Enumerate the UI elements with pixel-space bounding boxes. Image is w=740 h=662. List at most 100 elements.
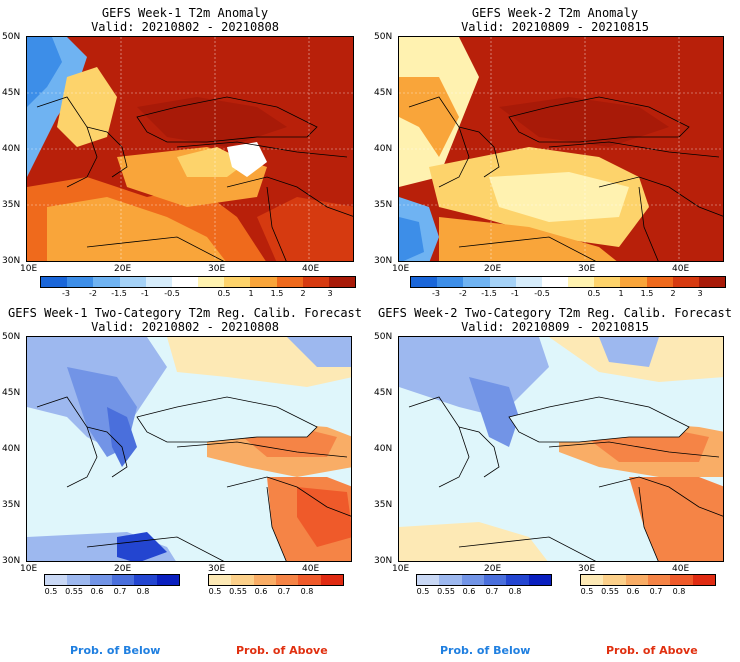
- panel-week2-probability: GEFS Week-2 Two-Category T2m Reg. Calib.…: [370, 300, 740, 600]
- colorbar-swatch: [89, 575, 112, 585]
- colorbar-swatch: [134, 575, 157, 585]
- lon-label: 40E: [302, 264, 320, 274]
- panel-week2-anomaly: GEFS Week-2 T2m Anomaly Valid: 20210809 …: [370, 0, 740, 300]
- colorbar-label: 0.7: [277, 587, 291, 596]
- lon-label: 40E: [672, 564, 690, 574]
- colorbar-swatch: [93, 277, 120, 287]
- lon-label: 30E: [208, 564, 226, 574]
- colorbar-swatch: [45, 575, 68, 585]
- colorbar-swatch: [489, 277, 516, 287]
- lon-label: 40E: [672, 264, 690, 274]
- panel-title: GEFS Week-1 Two-Category T2m Reg. Calib.…: [7, 306, 362, 320]
- colorbar-label: 0.55: [437, 587, 455, 596]
- colorbar-label: 0.55: [65, 587, 83, 596]
- colorbar-label: -1: [141, 289, 149, 298]
- colorbar-label: -1.5: [111, 289, 127, 298]
- legend-prob-above: Prob. of Above: [236, 644, 328, 657]
- colorbar-label: 0.5: [587, 289, 601, 298]
- anomaly-colorbar: [410, 276, 726, 288]
- colorbar-label: 1.5: [640, 289, 654, 298]
- lat-label: 35N: [2, 200, 21, 210]
- colorbar-label: -1: [511, 289, 519, 298]
- colorbar-label: 0.6: [254, 587, 268, 596]
- panel-valid-dates: Valid: 20210802 - 20210808: [91, 320, 279, 334]
- lat-label: 45N: [374, 388, 393, 398]
- lat-label: 40N: [2, 144, 21, 154]
- colorbar-swatch: [411, 277, 438, 287]
- panel-title: GEFS Week-1 T2m Anomaly: [101, 6, 269, 20]
- colorbar-swatch: [620, 277, 647, 287]
- panel-title: GEFS Week-2 T2m Anomaly: [471, 6, 639, 20]
- lat-label: 50N: [2, 332, 21, 342]
- lat-label: 50N: [374, 332, 393, 342]
- colorbar-swatch: [231, 575, 254, 585]
- colorbar-swatch: [253, 575, 276, 585]
- colorbar-swatch: [417, 575, 440, 585]
- anomaly-colorbar: [40, 276, 356, 288]
- colorbar-swatch: [670, 575, 693, 585]
- colorbar-swatch: [111, 575, 135, 585]
- colorbar-label: 0.7: [485, 587, 499, 596]
- panel-valid-dates: Valid: 20210802 - 20210808: [91, 20, 279, 34]
- lat-label: 30N: [374, 256, 393, 266]
- colorbar-label: 0.8: [672, 587, 686, 596]
- colorbar-swatch: [581, 575, 604, 585]
- colorbar-swatch: [625, 575, 648, 585]
- colorbar-swatch: [647, 575, 671, 585]
- colorbar-label: 0.55: [601, 587, 619, 596]
- lon-label: 20E: [114, 564, 132, 574]
- colorbar-swatch: [145, 277, 172, 287]
- lon-label: 40E: [302, 564, 320, 574]
- colorbar-swatch: [646, 277, 673, 287]
- colorbar-swatch: [506, 575, 529, 585]
- lat-label: 45N: [374, 88, 393, 98]
- colorbar-swatch: [250, 277, 277, 287]
- panel-week1-anomaly: GEFS Week-1 T2m Anomaly Valid: 20210802 …: [0, 0, 370, 300]
- colorbar-label: 3: [697, 289, 703, 298]
- panel-title: GEFS Week-2 Two-Category T2m Reg. Calib.…: [377, 306, 732, 320]
- lon-label: 10E: [20, 564, 38, 574]
- lon-label: 20E: [114, 264, 132, 274]
- probability-map: [26, 336, 352, 562]
- probability-map-graphic: [399, 337, 723, 561]
- above-colorbar: [580, 574, 716, 586]
- lon-label: 30E: [578, 564, 596, 574]
- colorbar-swatch: [594, 277, 621, 287]
- colorbar-label: -1.5: [481, 289, 497, 298]
- colorbar-swatch: [328, 277, 356, 287]
- lon-label: 30E: [578, 264, 596, 274]
- panel-week1-probability: GEFS Week-1 Two-Category T2m Reg. Calib.…: [0, 300, 370, 600]
- panel-valid-dates: Valid: 20210809 - 20210815: [461, 20, 649, 34]
- lat-label: 50N: [2, 32, 21, 42]
- colorbar-label: 0.7: [649, 587, 663, 596]
- colorbar-swatch: [461, 575, 484, 585]
- colorbar-label: 3: [327, 289, 333, 298]
- lon-label: 10E: [392, 564, 410, 574]
- legend-prob-below: Prob. of Below: [70, 644, 161, 657]
- colorbar-swatch: [528, 575, 551, 585]
- colorbar-swatch: [320, 575, 343, 585]
- colorbar-swatch: [302, 277, 329, 287]
- colorbar-label: 0.6: [90, 587, 104, 596]
- colorbar-label: 0.5: [208, 587, 222, 596]
- colorbar-label: 0.5: [217, 289, 231, 298]
- colorbar-swatch: [672, 277, 699, 287]
- above-colorbar: [208, 574, 344, 586]
- lat-label: 35N: [374, 200, 393, 210]
- colorbar-label: 1: [618, 289, 624, 298]
- lat-label: 35N: [374, 500, 393, 510]
- probability-map-graphic: [27, 337, 351, 561]
- colorbar-swatch: [67, 575, 90, 585]
- anomaly-map-graphic: [399, 37, 723, 261]
- lat-label: 30N: [374, 556, 393, 566]
- colorbar-label: 0.55: [229, 587, 247, 596]
- colorbar-swatch: [439, 575, 462, 585]
- lat-label: 30N: [2, 256, 21, 266]
- legend-prob-below: Prob. of Below: [440, 644, 531, 657]
- lat-label: 30N: [2, 556, 21, 566]
- colorbar-label: 0.8: [508, 587, 522, 596]
- panel-valid-dates: Valid: 20210809 - 20210815: [461, 320, 649, 334]
- colorbar-label: 0.5: [580, 587, 594, 596]
- colorbar-label: 2: [670, 289, 676, 298]
- anomaly-map: [398, 36, 724, 262]
